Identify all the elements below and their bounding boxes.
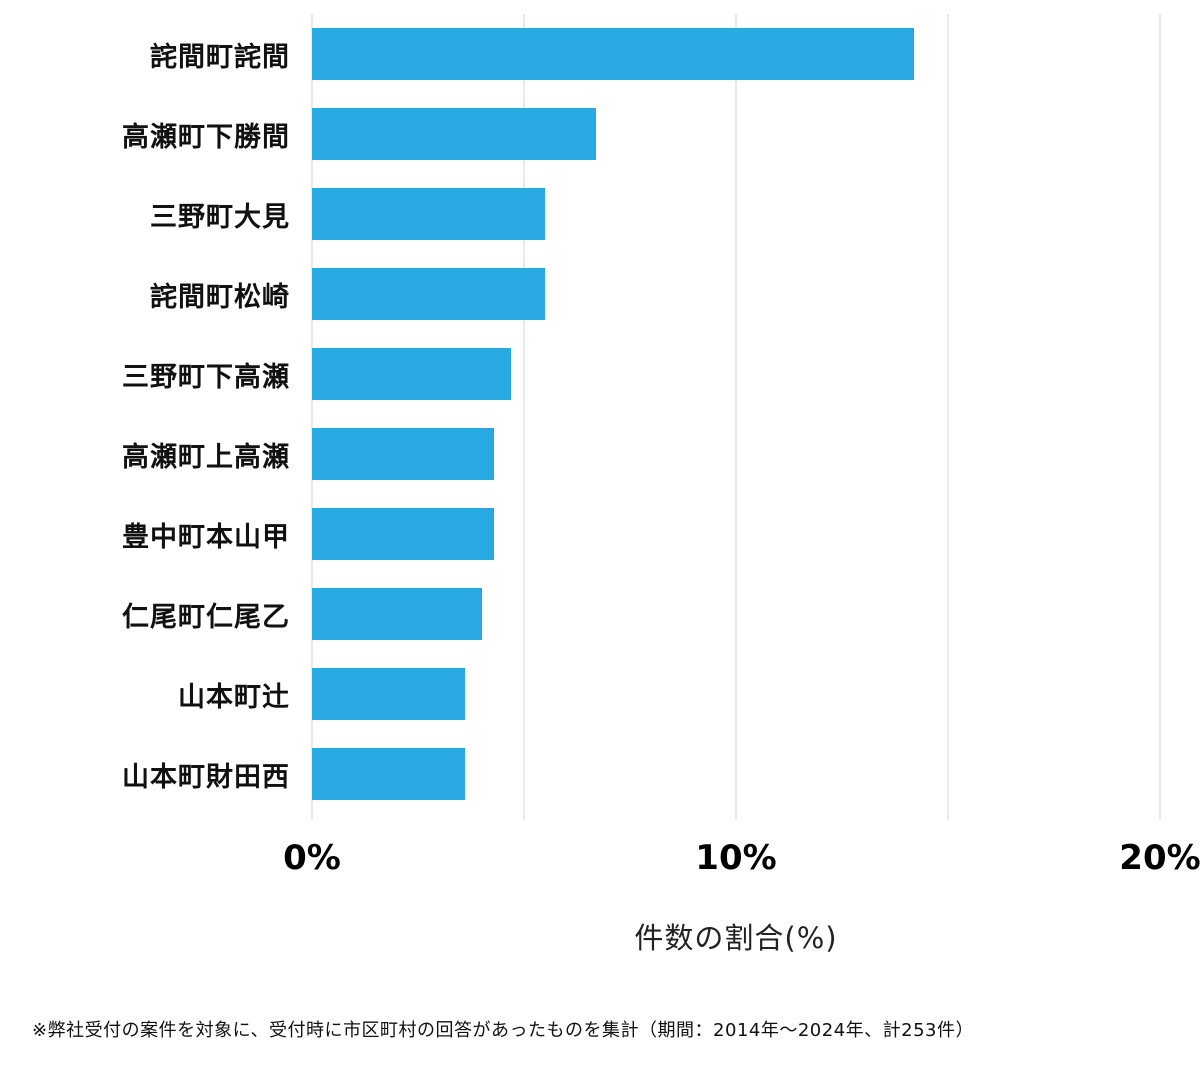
category-axis: 詫間町詫間高瀬町下勝間三野町大見詫間町松崎三野町下高瀬 高瀬町上高瀬 豊中町本山甲仁… bbox=[0, 14, 290, 820]
category-label: 豊中町本山甲 bbox=[122, 521, 290, 553]
gridline bbox=[947, 14, 949, 820]
bar-row bbox=[312, 94, 1160, 174]
category-label: 山本町財田西 bbox=[122, 761, 290, 793]
x-tick-label: 0% bbox=[283, 838, 341, 878]
bar-row bbox=[312, 654, 1160, 734]
x-tick-label: 20% bbox=[1119, 838, 1200, 878]
bar bbox=[312, 668, 465, 720]
category-label: 高瀬町下勝間 bbox=[122, 121, 290, 153]
bar bbox=[312, 428, 495, 480]
gridline bbox=[523, 14, 525, 820]
gridline bbox=[311, 14, 313, 820]
category-label: 三野町大見 bbox=[150, 201, 290, 233]
bar bbox=[312, 108, 597, 160]
bar bbox=[312, 188, 546, 240]
category-label: 詫間町詫間 bbox=[150, 41, 290, 73]
x-axis-ticks: 0% 10% 20% bbox=[283, 838, 1200, 888]
bar bbox=[312, 588, 482, 640]
bar-row bbox=[312, 414, 1160, 494]
category-label: 仁尾町仁尾乙 bbox=[122, 601, 290, 633]
bar bbox=[312, 748, 465, 800]
bar-row bbox=[312, 574, 1160, 654]
bar-row bbox=[312, 494, 1160, 574]
bar-row bbox=[312, 334, 1160, 414]
bar-row bbox=[312, 254, 1160, 334]
footnote-text: ※弊社受付の案件を対象に、受付時に市区町村の回答があったものを集計（期間：201… bbox=[32, 1020, 975, 1041]
gridline bbox=[735, 14, 737, 820]
category-label: 高瀬町上高瀬 bbox=[122, 441, 290, 473]
bar-row bbox=[312, 14, 1160, 94]
bar-row bbox=[312, 734, 1160, 814]
category-label: 詫間町松崎 bbox=[150, 281, 290, 313]
gridline bbox=[1159, 14, 1161, 820]
x-tick-label: 10% bbox=[695, 838, 777, 878]
plot-area bbox=[311, 14, 1161, 820]
x-axis-title: 件数の割合(%) bbox=[634, 921, 838, 955]
bar bbox=[312, 508, 495, 560]
category-label: 山本町辻 bbox=[178, 681, 290, 713]
bar bbox=[312, 28, 915, 80]
bar bbox=[312, 348, 512, 400]
bar-series bbox=[312, 14, 1160, 820]
bar-row bbox=[312, 174, 1160, 254]
bar bbox=[312, 268, 546, 320]
category-label: 三野町下高瀬 bbox=[122, 361, 290, 393]
